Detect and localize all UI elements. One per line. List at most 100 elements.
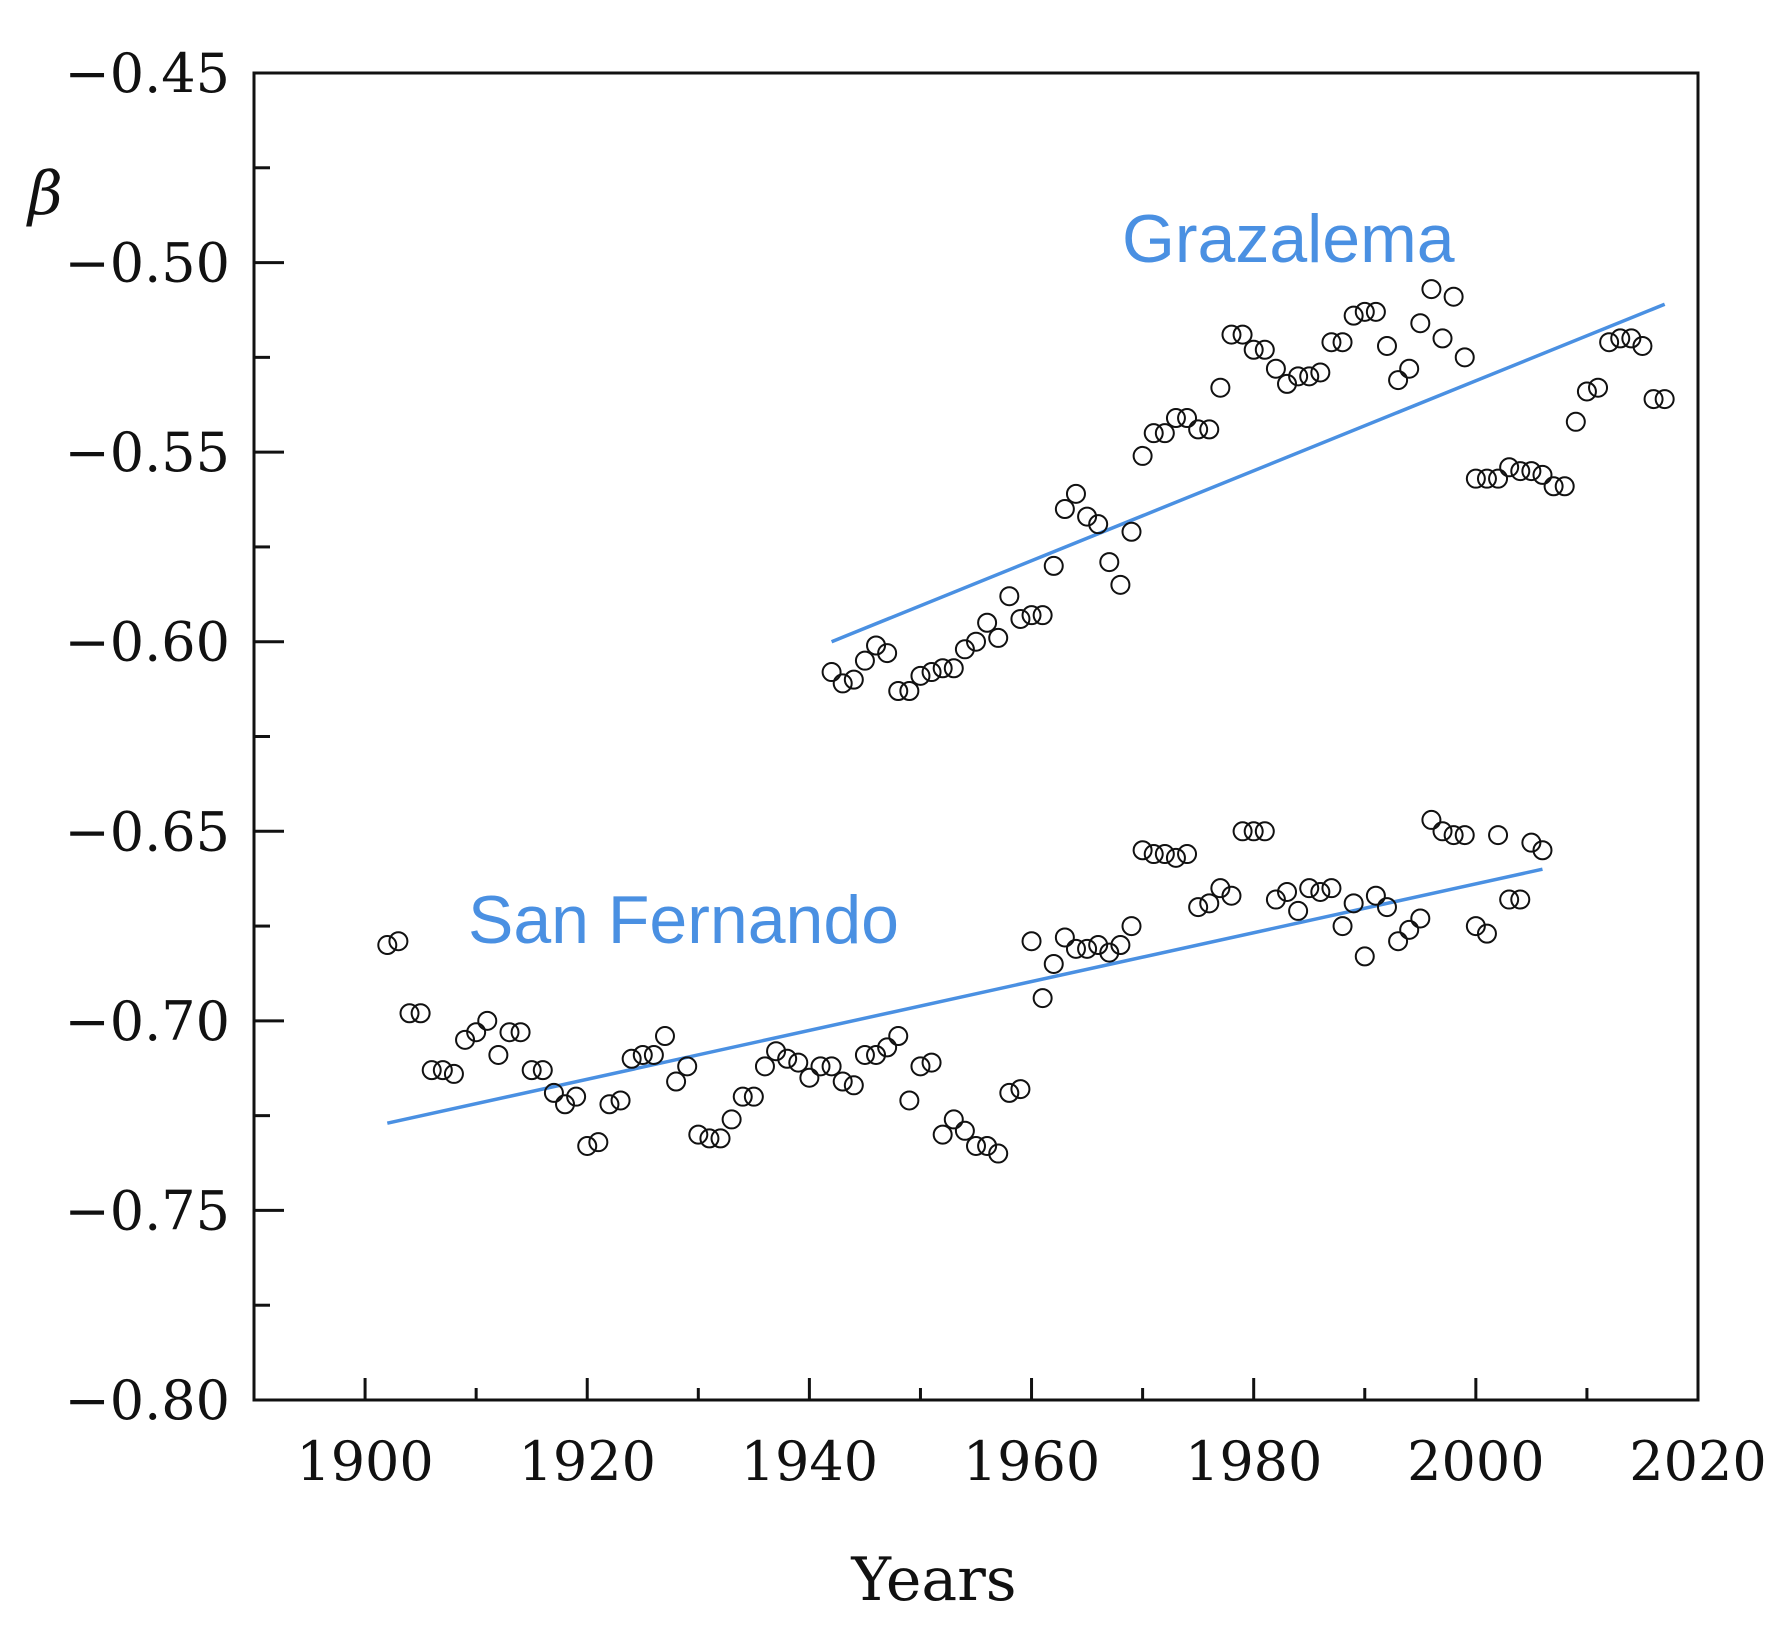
- point-san-fernando: [988, 1143, 1009, 1164]
- point-grazalema: [1154, 423, 1175, 444]
- point-san-fernando: [432, 1060, 453, 1081]
- point-san-fernando: [966, 1135, 986, 1156]
- point-san-fernando: [854, 1044, 875, 1065]
- point-san-fernando: [1210, 878, 1231, 899]
- point-san-fernando: [443, 1063, 464, 1084]
- point-san-fernando: [677, 1056, 698, 1077]
- point-grazalema: [1032, 605, 1053, 626]
- point-san-fernando: [521, 1060, 542, 1081]
- point-san-fernando: [888, 1026, 909, 1047]
- point-san-fernando: [477, 1010, 498, 1031]
- point-san-fernando: [1088, 935, 1109, 956]
- point-san-fernando: [1499, 889, 1520, 910]
- point-san-fernando: [455, 1029, 476, 1050]
- point-san-fernando: [1332, 916, 1353, 937]
- point-grazalema: [1165, 408, 1186, 429]
- series-label-san-fernando: San Fernando: [468, 882, 899, 958]
- point-san-fernando: [1043, 953, 1064, 974]
- point-san-fernando: [1110, 935, 1131, 956]
- point-san-fernando: [843, 1075, 864, 1096]
- point-san-fernando: [1132, 840, 1153, 861]
- point-grazalema: [1065, 483, 1086, 504]
- point-san-fernando: [421, 1060, 442, 1081]
- point-grazalema: [1654, 389, 1675, 410]
- point-san-fernando: [1121, 916, 1142, 937]
- point-san-fernando: [632, 1044, 653, 1065]
- point-grazalema: [1410, 313, 1431, 334]
- point-san-fernando: [1032, 988, 1053, 1009]
- point-san-fernando: [488, 1044, 509, 1065]
- point-san-fernando: [1521, 832, 1542, 853]
- point-san-fernando: [599, 1094, 620, 1115]
- point-san-fernando: [732, 1086, 753, 1107]
- point-grazalema: [1299, 366, 1320, 387]
- point-grazalema: [1254, 339, 1275, 360]
- point-grazalema: [1499, 457, 1520, 478]
- point-san-fernando: [1354, 946, 1375, 967]
- point-grazalema: [1110, 574, 1131, 595]
- point-grazalema: [1543, 476, 1564, 497]
- point-san-fernando: [1343, 893, 1364, 914]
- point-grazalema: [1088, 514, 1109, 535]
- point-san-fernando: [388, 931, 409, 952]
- point-grazalema: [1399, 358, 1420, 379]
- point-grazalema: [1643, 389, 1664, 410]
- x-tick-label: 1960: [963, 1430, 1100, 1493]
- point-san-fernando: [1399, 919, 1420, 940]
- point-grazalema: [954, 639, 975, 660]
- point-san-fernando: [1099, 942, 1120, 963]
- point-grazalema: [1554, 476, 1575, 497]
- point-grazalema: [1376, 335, 1397, 356]
- point-grazalema: [1521, 461, 1542, 482]
- point-san-fernando: [643, 1044, 664, 1065]
- point-san-fernando: [610, 1090, 631, 1111]
- y-axis-ticks: −0.45 −0.50 −0.55 −0.60 −0.65 −0.70 −0.75 −0.80: [65, 42, 284, 1432]
- point-grazalema: [910, 665, 931, 686]
- point-grazalema: [1243, 339, 1264, 360]
- point-san-fernando: [543, 1082, 564, 1103]
- trend-lines: [386, 302, 1666, 1125]
- point-san-fernando: [1410, 908, 1431, 929]
- point-grazalema: [866, 635, 887, 656]
- y-axis-title: β: [26, 159, 63, 229]
- point-san-fernando: [1010, 1079, 1031, 1100]
- point-grazalema: [1121, 521, 1142, 542]
- point-san-fernando: [621, 1048, 642, 1069]
- point-san-fernando: [832, 1071, 853, 1092]
- point-grazalema: [1365, 301, 1386, 322]
- point-grazalema: [1010, 608, 1031, 629]
- point-grazalema: [821, 662, 842, 683]
- x-tick-label: 2000: [1407, 1430, 1544, 1493]
- point-grazalema: [1043, 555, 1064, 576]
- point-san-fernando: [1454, 825, 1475, 846]
- point-grazalema: [1465, 468, 1486, 489]
- point-grazalema: [1510, 461, 1531, 482]
- y-tick-label: −0.45: [65, 42, 230, 105]
- point-san-fernando: [743, 1086, 764, 1107]
- point-grazalema: [899, 681, 920, 702]
- point-san-fernando: [1376, 897, 1397, 918]
- point-grazalema: [1143, 423, 1164, 444]
- point-san-fernando: [688, 1124, 709, 1145]
- point-san-fernando: [999, 1082, 1020, 1103]
- point-grazalema: [1565, 411, 1586, 432]
- point-san-fernando: [788, 1052, 809, 1073]
- point-grazalema: [1488, 468, 1509, 489]
- y-tick-label: −0.55: [65, 421, 230, 484]
- point-san-fernando: [877, 1037, 898, 1058]
- point-san-fernando: [821, 1056, 842, 1077]
- point-grazalema: [1221, 324, 1242, 345]
- point-grazalema: [943, 658, 964, 679]
- point-grazalema: [1210, 377, 1231, 398]
- plot-frame: [252, 71, 1700, 1402]
- point-grazalema: [1588, 377, 1609, 398]
- point-san-fernando: [1232, 821, 1253, 842]
- point-san-fernando: [1021, 931, 1042, 952]
- point-san-fernando: [899, 1090, 920, 1111]
- point-san-fernando: [588, 1132, 609, 1153]
- point-grazalema: [1388, 370, 1409, 391]
- point-san-fernando: [1310, 881, 1331, 902]
- point-grazalema: [1188, 419, 1209, 440]
- point-san-fernando: [399, 1003, 420, 1024]
- point-grazalema: [1132, 445, 1153, 466]
